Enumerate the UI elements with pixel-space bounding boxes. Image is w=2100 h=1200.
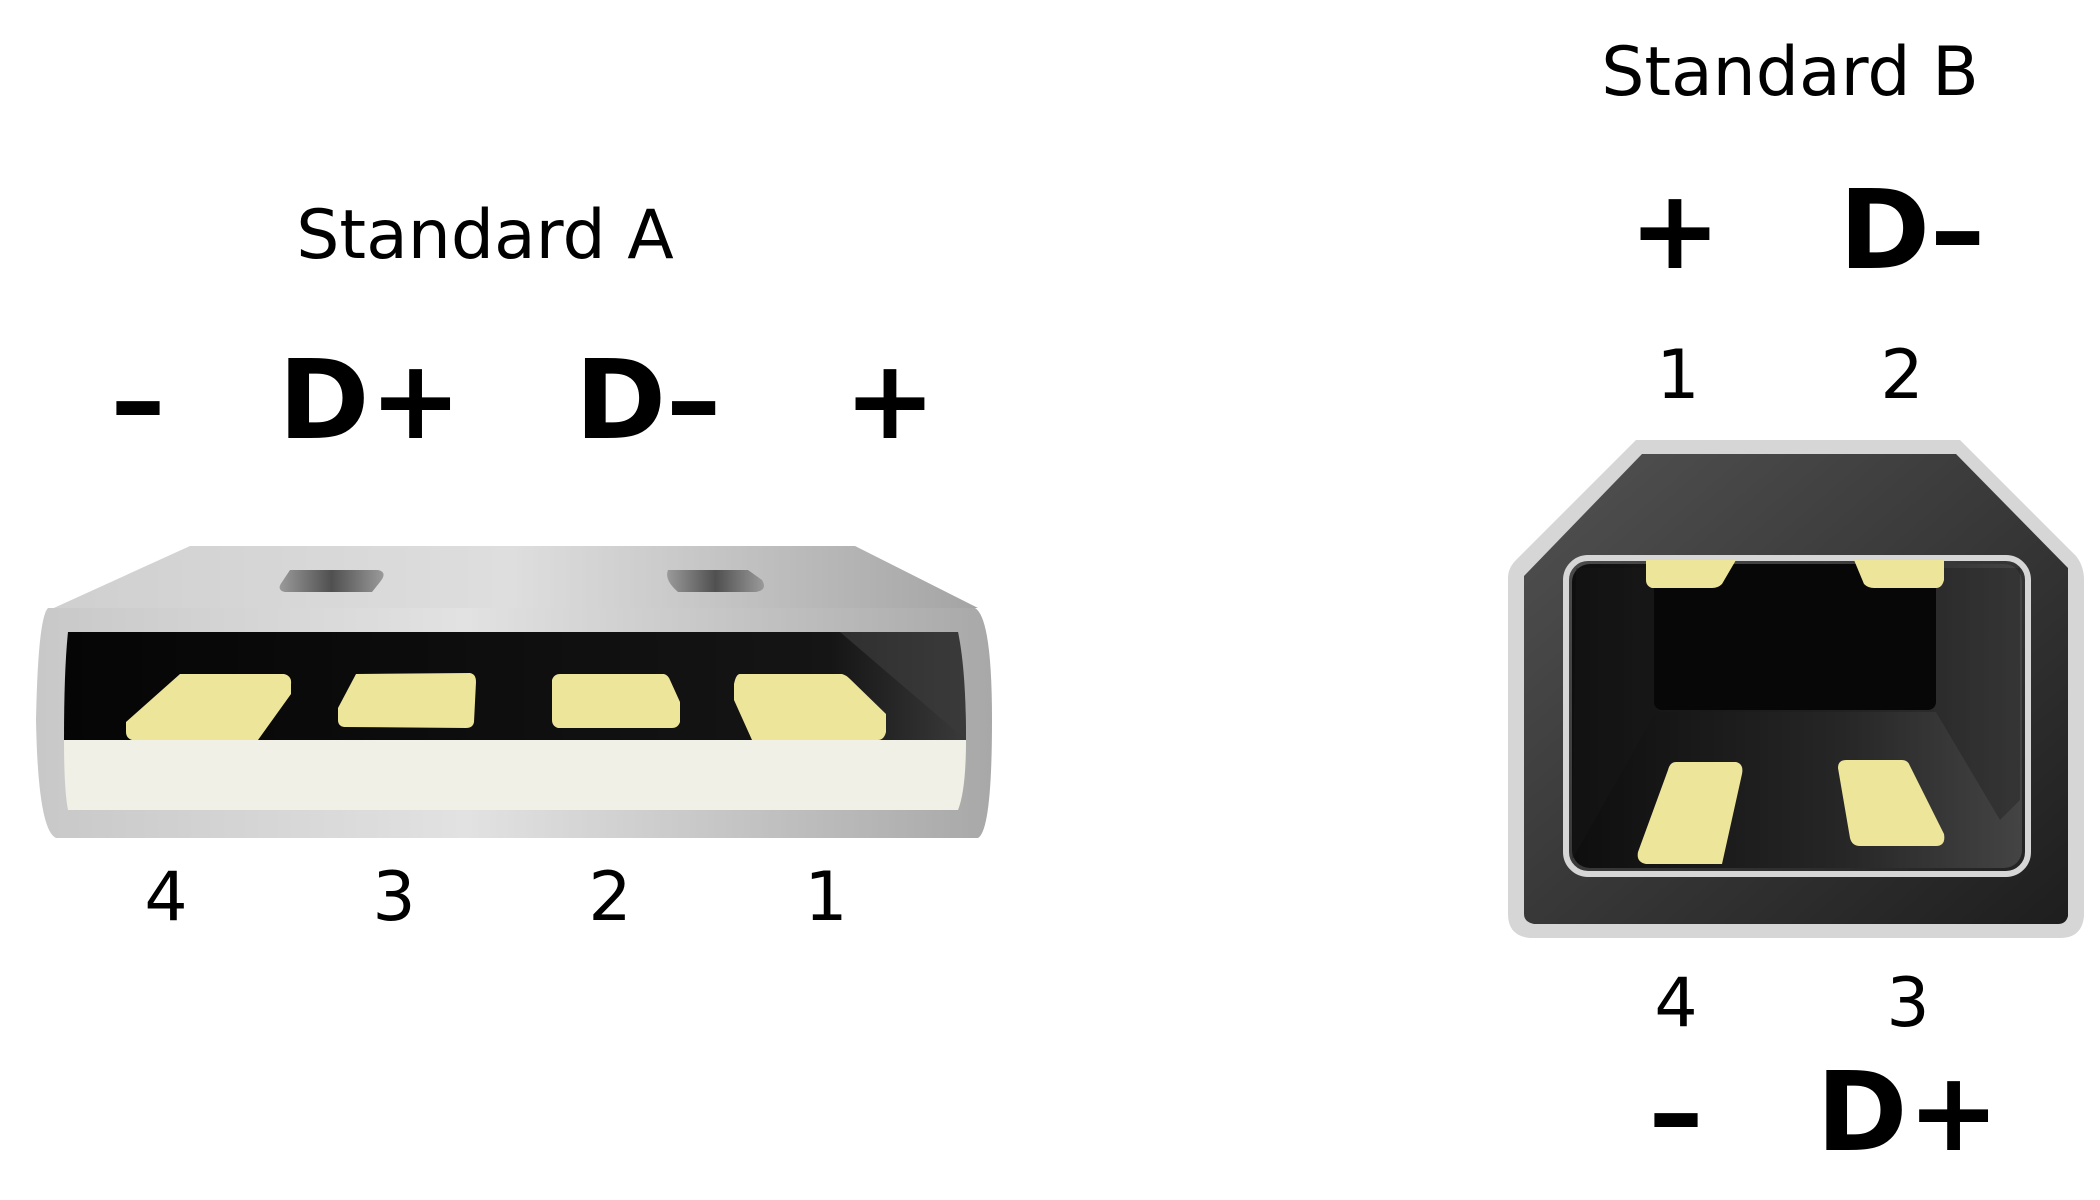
- standard-b-title: Standard B: [1601, 33, 1979, 112]
- standard-a-cavity-highlight: [840, 632, 966, 740]
- standard-b-pin3-label: D+: [1816, 1048, 1999, 1176]
- standard-a-insulator: [64, 740, 966, 810]
- standard-b-pin2-number: 2: [1880, 336, 1923, 415]
- standard-a-connector: Standard A – D+ D– + 4 3 2 1: [36, 196, 992, 937]
- standard-a-pin4-label: –: [111, 336, 166, 464]
- standard-b-pin1-label: +: [1629, 166, 1721, 294]
- standard-b-pin3-number: 3: [1886, 964, 1929, 1043]
- standard-a-pin3-contact: [338, 673, 476, 728]
- standard-a-pin4-contact: [126, 674, 292, 740]
- standard-b-center-tongue: [1654, 564, 1936, 710]
- standard-b-pin1-number: 1: [1656, 336, 1699, 415]
- standard-a-pin2-number: 2: [588, 858, 631, 937]
- standard-a-pin4-number: 4: [144, 858, 187, 937]
- standard-b-pin4-number: 4: [1654, 964, 1697, 1043]
- standard-b-connector: Standard B + D– 1 2 4 3 – D+: [1508, 33, 2084, 1176]
- standard-a-title: Standard A: [296, 196, 674, 275]
- standard-a-pin3-number: 3: [372, 858, 415, 937]
- standard-b-pin2-contact: [1854, 560, 1944, 588]
- standard-a-pin1-label: +: [844, 336, 936, 464]
- standard-b-pin3-contact: [1838, 760, 1945, 846]
- standard-a-pin2-label: D–: [575, 336, 721, 464]
- standard-a-roof-slot-left: [279, 570, 384, 592]
- standard-a-pin1-number: 1: [804, 858, 847, 937]
- standard-b-pin1-contact: [1646, 560, 1736, 588]
- standard-a-pin2-contact: [552, 674, 680, 728]
- standard-b-inner-frame: [1563, 555, 2031, 877]
- standard-a-roof-slot-right: [667, 570, 764, 592]
- standard-a-shell-top: [45, 546, 978, 612]
- standard-b-pin4-contact: [1637, 762, 1743, 864]
- standard-b-pin4-label: –: [1649, 1048, 1704, 1176]
- standard-a-pin3-label: D+: [278, 336, 461, 464]
- standard-b-pin2-label: D–: [1839, 166, 1985, 294]
- standard-a-pin1-contact: [734, 674, 886, 740]
